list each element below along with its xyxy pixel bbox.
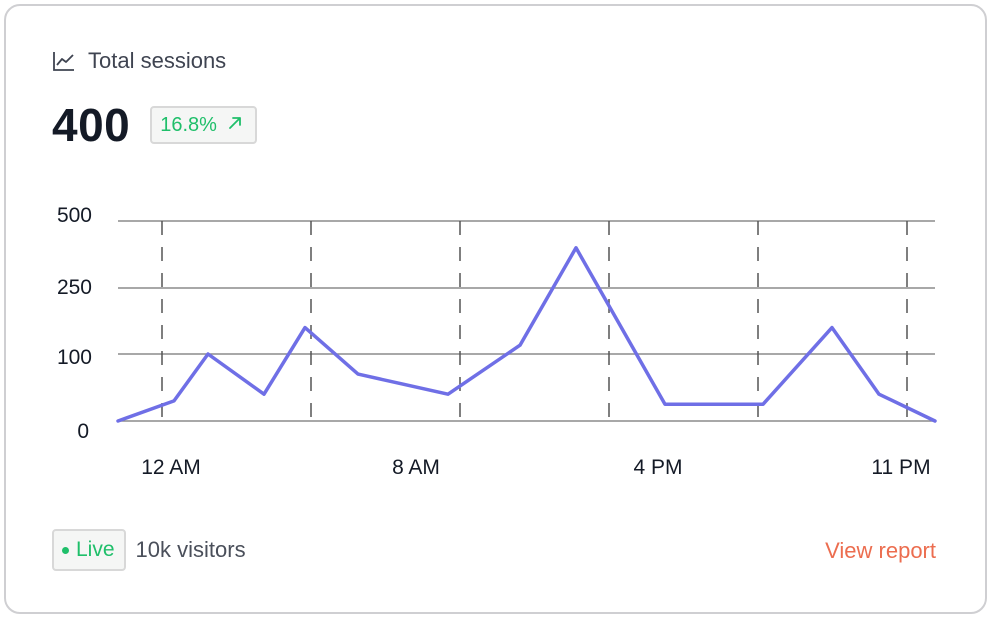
live-dot-icon [62, 546, 69, 554]
footer-status: Live 10k visitors [52, 529, 246, 571]
y-tick-label: 100 [57, 346, 92, 369]
metric-row: 400 16.8% [52, 98, 257, 152]
live-badge: Live [52, 529, 126, 571]
metric-value: 400 [52, 99, 131, 151]
horizontal-grid [118, 220, 935, 422]
live-label: Live [76, 538, 115, 561]
x-tick-label: 8 AM [392, 456, 440, 479]
sessions-series-line [116, 246, 937, 423]
change-value: 16.8% [160, 113, 217, 136]
y-tick-label: 250 [57, 276, 92, 299]
sessions-card [4, 4, 987, 614]
x-tick-label: 4 PM [633, 456, 682, 479]
change-badge: 16.8% [150, 106, 257, 144]
card-header: Total sessions [52, 48, 226, 74]
view-report-link[interactable]: View report [825, 538, 936, 563]
y-tick-label: 0 [77, 420, 89, 443]
x-tick-label: 11 PM [871, 456, 930, 479]
x-tick-label: 12 AM [141, 456, 201, 479]
visitor-count: 10k visitors [135, 537, 246, 562]
y-tick-label: 500 [57, 204, 92, 227]
card-title: Total sessions [88, 48, 227, 73]
arrow-up-right-icon [227, 114, 243, 137]
trend-chart-icon [52, 50, 76, 72]
